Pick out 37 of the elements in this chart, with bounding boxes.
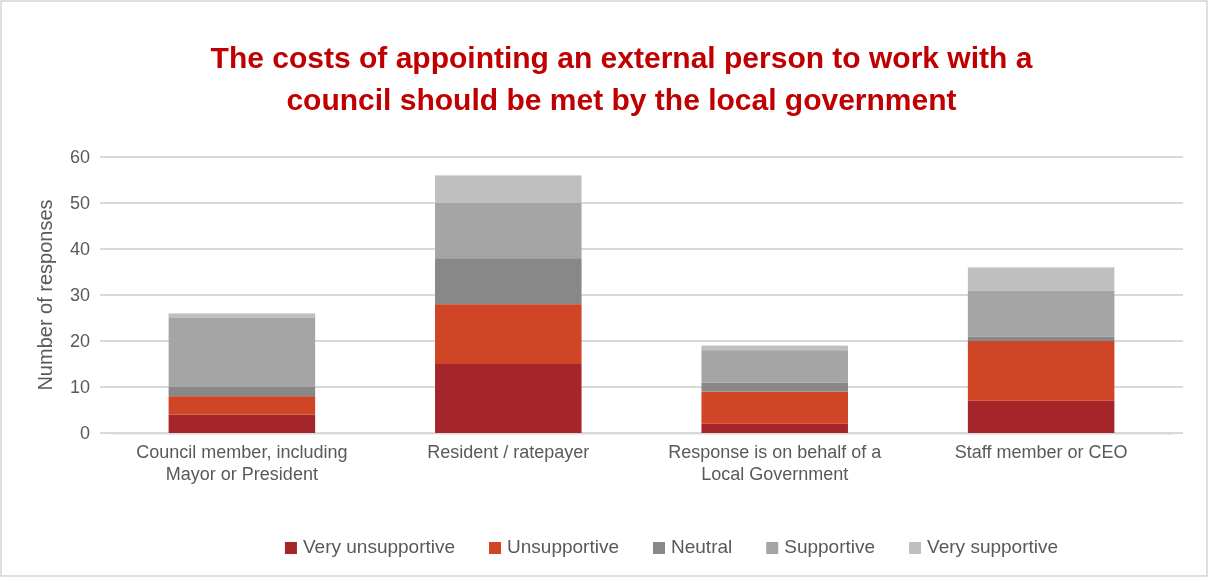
bar (168, 313, 316, 318)
x-tick-label: Response is on behalf of a Local Government (668, 441, 883, 485)
y-tick-label: 40 (69, 239, 90, 260)
legend-label: Very supportive (927, 536, 1059, 557)
bar (967, 336, 1115, 341)
legend-label: Very unsupportive (302, 536, 456, 557)
bar (435, 203, 582, 259)
bar (967, 267, 1115, 291)
bar (168, 387, 316, 397)
bar (967, 290, 1115, 337)
bar (435, 364, 582, 433)
y-tick-label: 30 (69, 285, 90, 306)
bar (967, 341, 1115, 401)
x-tick-label: Staff member or CEO (954, 441, 1128, 462)
chart-title: The costs of appointing an external person to work with a council should be met by the local government (210, 41, 1033, 116)
bar (435, 175, 582, 203)
y-tick-label: 10 (69, 377, 90, 398)
bar (168, 414, 316, 433)
bar (967, 400, 1115, 433)
x-tick-label: Resident / ratepayer (427, 441, 590, 462)
y-axis-title: Number of responses (34, 199, 56, 391)
bar (168, 396, 316, 415)
legend-label: Neutral (670, 536, 733, 557)
bar (701, 391, 848, 424)
legend-label: Supportive (784, 536, 876, 557)
y-tick-label: 20 (69, 331, 90, 352)
y-tick-label: 50 (69, 193, 90, 214)
x-tick-label: Council member, including Mayor or President (136, 441, 348, 485)
bar (701, 423, 848, 433)
bar (435, 304, 582, 364)
legend-label: Unsupportive (507, 536, 619, 557)
y-tick-label: 0 (79, 423, 90, 444)
bar (168, 318, 316, 387)
bar (701, 382, 848, 392)
bar (435, 258, 582, 305)
bar (701, 350, 848, 383)
y-tick-label: 60 (69, 147, 90, 168)
